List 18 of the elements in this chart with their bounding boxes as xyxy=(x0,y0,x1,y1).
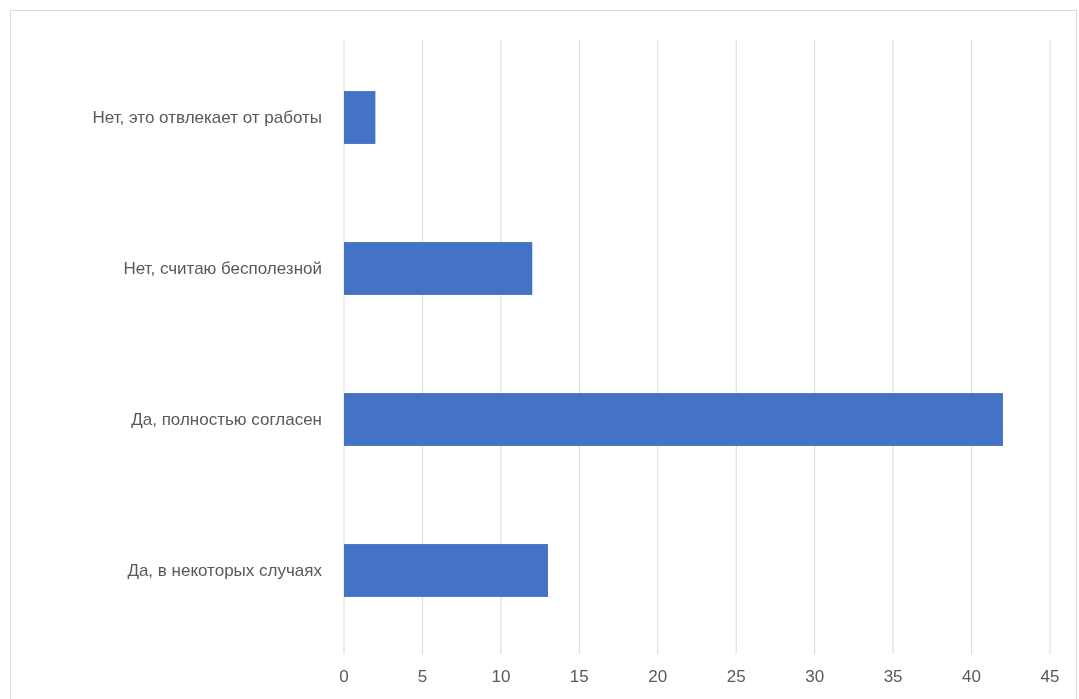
bar xyxy=(344,393,1003,446)
bar xyxy=(344,91,376,144)
x-tick-label: 15 xyxy=(569,667,589,686)
x-tick-label: 40 xyxy=(962,667,982,686)
bar xyxy=(344,544,548,597)
x-tick-label: 45 xyxy=(1040,667,1060,686)
y-tick-label: Да, полностью согласен xyxy=(131,410,322,430)
x-tick-label: 10 xyxy=(491,667,511,686)
y-tick-label: Нет, считаю бесполезной xyxy=(123,259,322,279)
x-tick-label: 30 xyxy=(805,667,825,686)
x-tick-label: 35 xyxy=(883,667,903,686)
x-tick-label: 5 xyxy=(417,667,428,686)
x-tick-label: 20 xyxy=(648,667,668,686)
x-tick-label: 25 xyxy=(726,667,746,686)
y-tick-label: Да, в некоторых случаях xyxy=(127,561,323,581)
bar xyxy=(344,242,533,295)
x-tick-label: 0 xyxy=(339,667,349,686)
y-tick-label: Нет, это отвлекает от работы xyxy=(92,108,322,128)
